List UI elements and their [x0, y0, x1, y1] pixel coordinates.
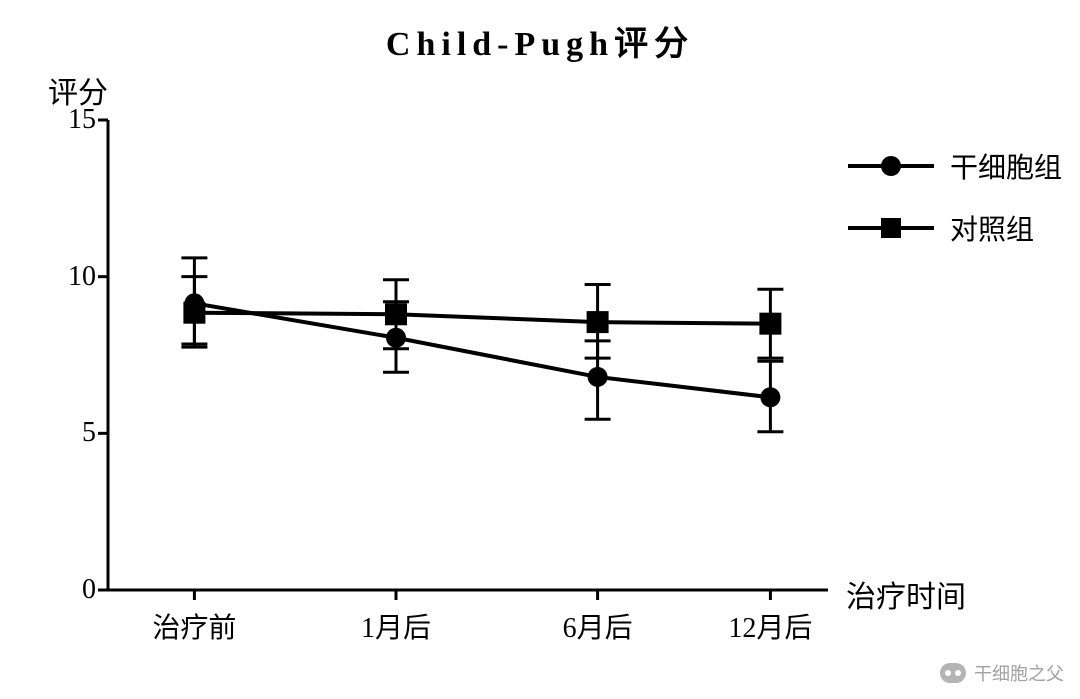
x-tick-label: 6月后	[518, 606, 678, 646]
square-marker-icon	[848, 214, 934, 242]
legend-label: 干细胞组	[950, 146, 1062, 186]
chart-title: Child-Pugh评分	[0, 16, 1080, 65]
x-tick-label: 12月后	[690, 606, 850, 646]
watermark: 干细胞之父	[940, 660, 1064, 686]
legend-item: 干细胞组	[848, 146, 1062, 186]
watermark-text: 干细胞之父	[974, 660, 1064, 686]
wechat-icon	[940, 663, 966, 683]
y-tick-label: 15	[46, 104, 96, 136]
circle-marker-icon	[848, 152, 934, 180]
legend: 干细胞组对照组	[848, 146, 1062, 270]
x-tick-label: 1月后	[316, 606, 476, 646]
legend-item: 对照组	[848, 208, 1062, 248]
chart-plot	[108, 120, 830, 592]
y-tick-label: 0	[46, 574, 96, 606]
x-tick-label: 治疗前	[114, 606, 274, 646]
y-tick-label: 5	[46, 417, 96, 449]
x-axis-title: 治疗时间	[846, 572, 966, 616]
y-tick-label: 10	[46, 261, 96, 293]
legend-label: 对照组	[950, 208, 1034, 248]
